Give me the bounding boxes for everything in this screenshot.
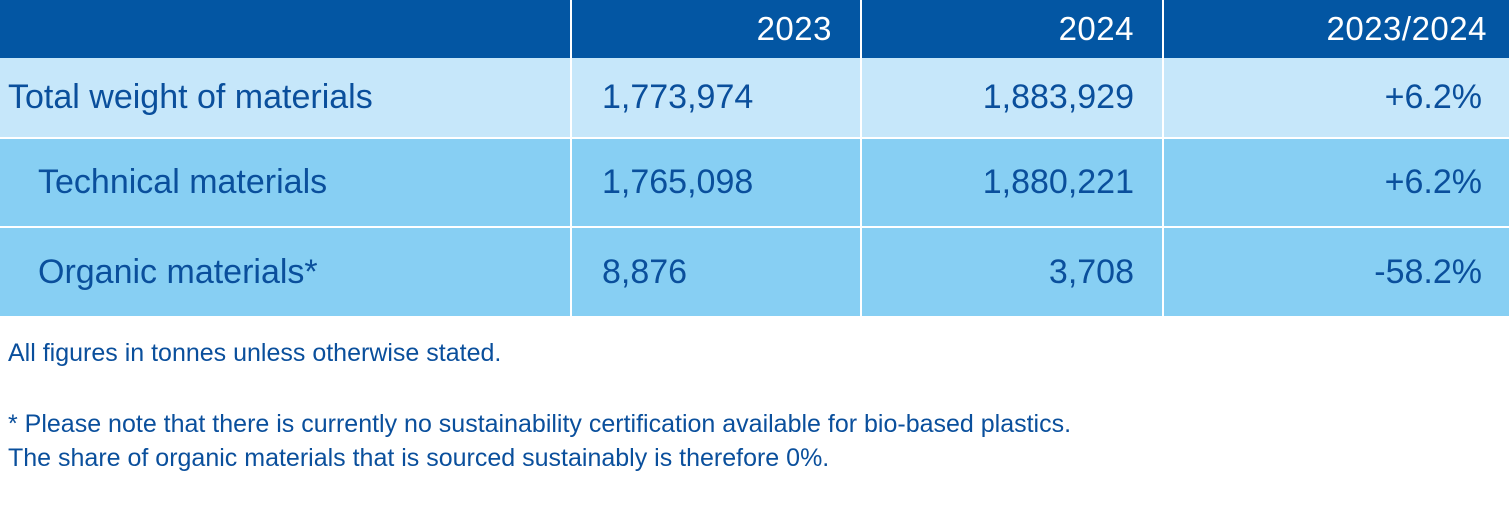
footnote-line-2: The share of organic materials that is s… bbox=[8, 444, 830, 472]
value-2024: 1,883,929 bbox=[860, 58, 1162, 137]
materials-table: 2023 2024 2023/2024 Total weight of mate… bbox=[0, 0, 1509, 316]
header-2023: 2023 bbox=[570, 0, 860, 58]
value-change: -58.2% bbox=[1162, 228, 1509, 316]
row-label: Total weight of materials bbox=[8, 78, 373, 116]
value-2024: 1,880,221 bbox=[860, 139, 1162, 226]
row-label: Technical materials bbox=[38, 163, 328, 201]
table-header-row: 2023 2024 2023/2024 bbox=[0, 0, 1509, 58]
units-note: All figures in tonnes unless otherwise s… bbox=[8, 339, 502, 367]
value-change: +6.2% bbox=[1162, 139, 1509, 226]
table-notes: All figures in tonnes unless otherwise s… bbox=[8, 336, 1071, 475]
table-row-technical-materials: Technical materials 1,765,098 1,880,221 … bbox=[0, 137, 1509, 226]
row-label: Organic materials* bbox=[38, 252, 318, 291]
value-2023: 8,876 bbox=[570, 228, 860, 316]
table-row-total-weight: Total weight of materials 1,773,974 1,88… bbox=[0, 58, 1509, 137]
footnote-line-1: * Please note that there is currently no… bbox=[8, 410, 1072, 438]
value-2024: 3,708 bbox=[860, 228, 1162, 316]
value-2023: 1,765,098 bbox=[570, 139, 860, 226]
value-change: +6.2% bbox=[1162, 58, 1509, 137]
header-empty-cell bbox=[0, 0, 570, 58]
header-change: 2023/2024 bbox=[1162, 0, 1509, 58]
table-row-organic-materials: Organic materials* 8,876 3,708 -58.2% bbox=[0, 226, 1509, 316]
header-2024: 2024 bbox=[860, 0, 1162, 58]
value-2023: 1,773,974 bbox=[570, 58, 860, 137]
